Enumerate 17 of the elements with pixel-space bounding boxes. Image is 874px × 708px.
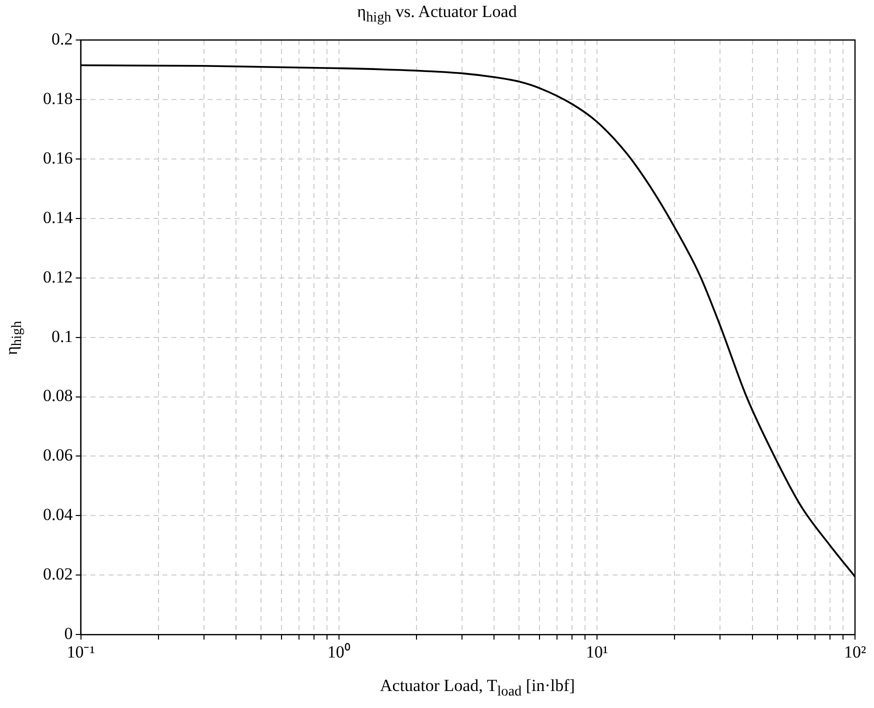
- y-tick-label: 0.02: [43, 564, 73, 584]
- y-tick-label: 0.18: [43, 88, 73, 108]
- x-tick-label: 10¹: [586, 642, 608, 662]
- chart-title: η$_{high}$ vs. Actuator Load: [356, 2, 518, 26]
- y-tick-label: 0.04: [43, 505, 74, 524]
- y-tick-label: 0.08: [43, 386, 73, 406]
- y-tick-label: 0.2: [52, 29, 73, 48]
- x-axis-title: Actuator Load, T$_{load}$ [in·lbf]: [379, 676, 576, 700]
- y-tick-label: 0.16: [43, 148, 73, 168]
- y-tick-label: 0.12: [43, 267, 73, 286]
- y-tick-label: 0.1: [52, 326, 73, 346]
- x-tick-label: 10⁻¹: [66, 642, 95, 662]
- y-tick-label: 0.06: [43, 446, 73, 465]
- y-tick-label: 0.14: [43, 208, 74, 227]
- y-tick-label: 0: [64, 624, 73, 644]
- x-tick-label: 10²: [844, 642, 866, 662]
- x-tick-label: 10⁰: [327, 642, 350, 662]
